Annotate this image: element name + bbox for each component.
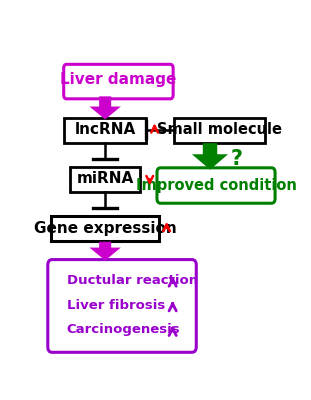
- FancyBboxPatch shape: [51, 216, 160, 241]
- Text: Ductular reaction: Ductular reaction: [67, 274, 198, 287]
- FancyBboxPatch shape: [64, 118, 146, 142]
- FancyBboxPatch shape: [64, 64, 173, 99]
- Text: Small molecule: Small molecule: [157, 122, 282, 137]
- FancyBboxPatch shape: [174, 118, 266, 142]
- Text: miRNA: miRNA: [77, 171, 134, 186]
- Polygon shape: [90, 96, 121, 120]
- Text: lncRNA: lncRNA: [75, 122, 136, 137]
- Text: Carcinogenesis: Carcinogenesis: [67, 323, 180, 336]
- Polygon shape: [192, 143, 228, 170]
- FancyBboxPatch shape: [70, 167, 140, 192]
- Text: Liver damage: Liver damage: [60, 72, 177, 87]
- Text: Gene expression: Gene expression: [34, 221, 177, 236]
- FancyBboxPatch shape: [157, 168, 275, 203]
- Text: Improved condition: Improved condition: [136, 178, 296, 192]
- Polygon shape: [90, 242, 121, 260]
- Text: Liver fibrosis: Liver fibrosis: [67, 299, 165, 312]
- FancyBboxPatch shape: [48, 260, 196, 352]
- Text: ?: ?: [230, 148, 243, 168]
